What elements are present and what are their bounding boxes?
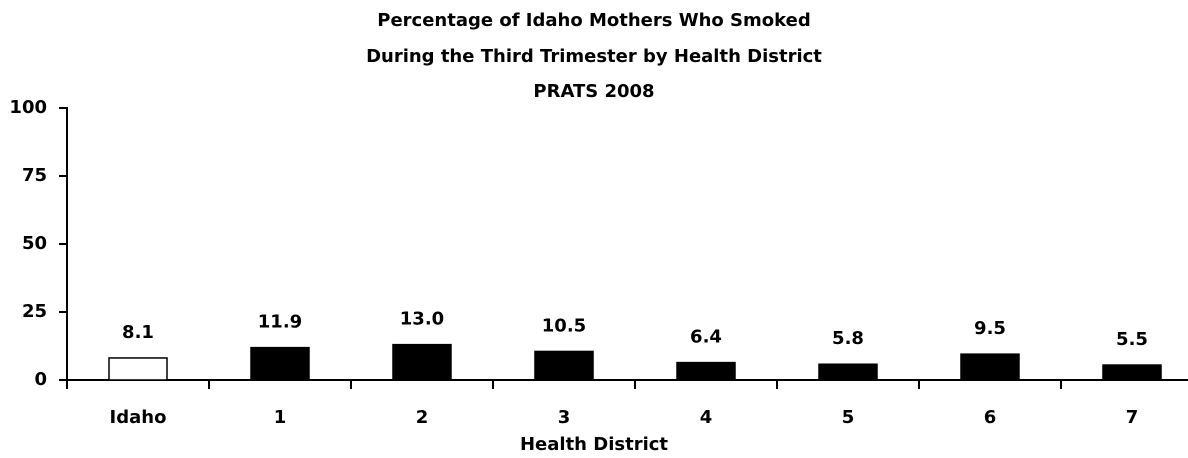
x-tick-label: Idaho — [110, 407, 167, 428]
bar — [108, 357, 168, 381]
data-label: 5.8 — [832, 328, 864, 349]
data-label: 9.5 — [974, 318, 1006, 339]
chart-title: PRATS 2008 — [533, 81, 654, 102]
y-tick-label: 75 — [22, 165, 47, 186]
y-tick-label: 0 — [34, 369, 47, 390]
data-label: 8.1 — [122, 322, 154, 343]
bar — [676, 361, 736, 381]
data-label: 5.5 — [1116, 329, 1148, 350]
data-label: 11.9 — [258, 312, 302, 333]
bar — [1102, 364, 1162, 381]
bar — [960, 353, 1020, 381]
bar — [392, 343, 452, 381]
x-tick-label: 5 — [842, 407, 855, 428]
chart-title: During the Third Trimester by Health Dis… — [366, 46, 822, 67]
y-tick-label: 100 — [9, 97, 47, 118]
data-label: 13.0 — [400, 309, 444, 330]
data-label: 10.5 — [542, 315, 586, 336]
bar — [250, 346, 310, 381]
y-tick-label: 25 — [22, 301, 47, 322]
chart-title: Percentage of Idaho Mothers Who Smoked — [377, 10, 810, 31]
x-tick-label: 2 — [416, 407, 429, 428]
y-tick-label: 50 — [22, 233, 47, 254]
x-tick-label: 1 — [274, 407, 287, 428]
x-tick-label: 7 — [1126, 407, 1139, 428]
bar — [534, 350, 594, 381]
x-tick-label: 6 — [984, 407, 997, 428]
x-axis-label: Health District — [520, 434, 668, 455]
data-label: 6.4 — [690, 327, 722, 348]
x-tick-label: 3 — [558, 407, 571, 428]
x-tick-label: 4 — [700, 407, 713, 428]
bar — [818, 363, 878, 381]
